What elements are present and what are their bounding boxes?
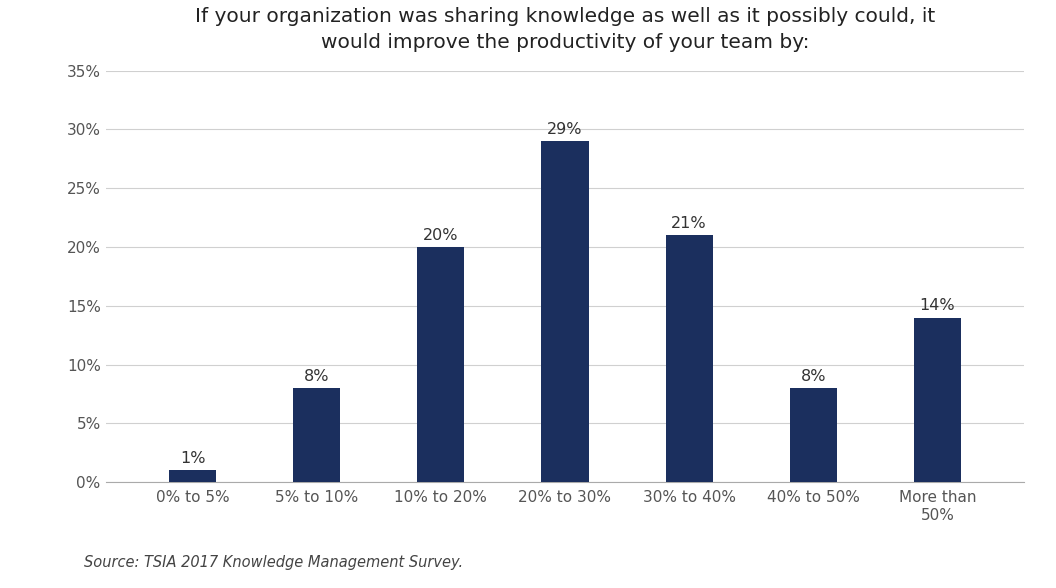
Bar	[913, 318, 961, 482]
Text: 29%: 29%	[547, 122, 583, 137]
Text: 1%: 1%	[180, 451, 205, 466]
Bar	[294, 388, 340, 482]
Bar	[665, 235, 713, 482]
Bar	[790, 388, 836, 482]
Title: If your organization was sharing knowledge as well as it possibly could, it
woul: If your organization was sharing knowled…	[195, 7, 935, 52]
Bar	[169, 470, 216, 482]
Text: 20%: 20%	[423, 228, 458, 243]
Text: 8%: 8%	[304, 369, 329, 384]
Text: 21%: 21%	[672, 216, 706, 231]
Bar	[542, 141, 588, 482]
Text: Source: TSIA 2017 Knowledge Management Survey.: Source: TSIA 2017 Knowledge Management S…	[84, 555, 464, 570]
Text: 8%: 8%	[800, 369, 826, 384]
Text: 14%: 14%	[920, 298, 956, 313]
Bar	[417, 247, 465, 482]
